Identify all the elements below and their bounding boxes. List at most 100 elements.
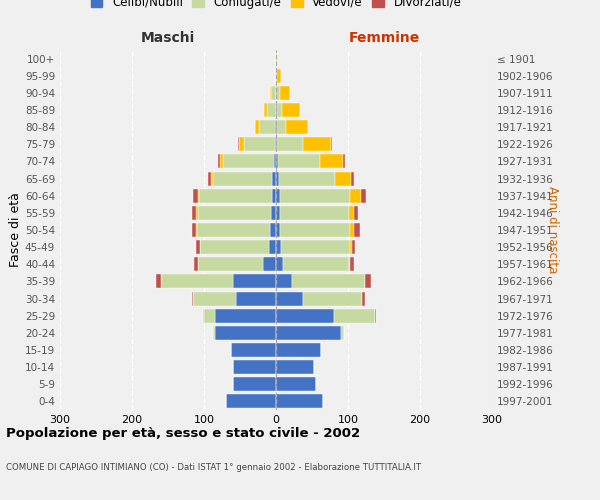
Bar <box>200 240 269 254</box>
Text: Maschi: Maschi <box>141 31 195 45</box>
Bar <box>197 206 271 220</box>
Bar <box>233 274 276 288</box>
Bar <box>211 172 214 185</box>
Bar <box>193 223 196 237</box>
Bar <box>343 154 345 168</box>
Bar <box>259 120 275 134</box>
Bar <box>276 103 277 117</box>
Bar <box>280 223 350 237</box>
Y-axis label: Anni di nascita: Anni di nascita <box>546 186 559 274</box>
Bar <box>276 308 334 322</box>
Legend: Celibi/Nubili, Coniugati/e, Vedovi/e, Divorziati/e: Celibi/Nubili, Coniugati/e, Vedovi/e, Di… <box>86 0 466 14</box>
Bar <box>233 360 276 374</box>
Bar <box>268 103 276 117</box>
Bar <box>203 308 204 322</box>
Bar <box>276 154 278 168</box>
Bar <box>156 274 161 288</box>
Bar <box>280 206 349 220</box>
Bar <box>208 172 211 185</box>
Bar <box>361 188 366 202</box>
Bar <box>350 258 354 272</box>
Bar <box>276 360 314 374</box>
Bar <box>236 292 276 306</box>
Bar <box>279 172 335 185</box>
Bar <box>350 240 352 254</box>
Bar <box>269 86 271 100</box>
Bar <box>355 223 359 237</box>
Bar <box>277 138 302 151</box>
Bar <box>276 172 279 185</box>
Bar <box>276 86 280 100</box>
Bar <box>302 138 331 151</box>
Bar <box>276 258 283 272</box>
Bar <box>223 154 274 168</box>
Text: Femmine: Femmine <box>349 31 419 45</box>
Bar <box>304 292 362 306</box>
Bar <box>244 138 275 151</box>
Bar <box>272 188 276 202</box>
Bar <box>193 206 196 220</box>
Bar <box>276 138 277 151</box>
Bar <box>215 326 276 340</box>
Bar <box>276 394 323 408</box>
Text: COMUNE DI CAPIAGO INTIMIANO (CO) - Dati ISTAT 1° gennaio 2002 - Elaborazione TUT: COMUNE DI CAPIAGO INTIMIANO (CO) - Dati … <box>6 462 421 471</box>
Bar <box>239 138 244 151</box>
Bar <box>334 308 376 322</box>
Bar <box>283 103 301 117</box>
Bar <box>276 206 280 220</box>
Bar <box>349 206 354 220</box>
Bar <box>276 120 277 134</box>
Bar <box>335 172 351 185</box>
Bar <box>198 258 263 272</box>
Bar <box>354 206 358 220</box>
Bar <box>271 206 276 220</box>
Bar <box>196 206 197 220</box>
Bar <box>286 120 308 134</box>
Bar <box>275 138 276 151</box>
Bar <box>269 240 276 254</box>
Bar <box>349 258 350 272</box>
Bar <box>276 188 280 202</box>
Bar <box>350 223 355 237</box>
Bar <box>215 308 276 322</box>
Bar <box>192 292 193 306</box>
Bar <box>277 103 283 117</box>
Bar <box>283 258 349 272</box>
Bar <box>276 326 341 340</box>
Bar <box>218 154 220 168</box>
Bar <box>365 274 371 288</box>
Bar <box>274 154 276 168</box>
Bar <box>275 120 276 134</box>
Bar <box>197 223 270 237</box>
Text: Popolazione per età, sesso e stato civile - 2002: Popolazione per età, sesso e stato civil… <box>6 428 360 440</box>
Bar <box>270 223 276 237</box>
Bar <box>352 240 355 254</box>
Bar <box>196 223 197 237</box>
Bar <box>276 223 280 237</box>
Bar <box>350 188 361 202</box>
Y-axis label: Fasce di età: Fasce di età <box>9 192 22 268</box>
Bar <box>277 120 286 134</box>
Bar <box>272 172 276 185</box>
Bar <box>193 188 197 202</box>
Bar <box>280 188 350 202</box>
Bar <box>280 86 290 100</box>
Bar <box>276 378 316 392</box>
Bar <box>331 138 332 151</box>
Bar <box>220 154 223 168</box>
Bar <box>204 308 215 322</box>
Bar <box>271 86 276 100</box>
Bar <box>233 378 276 392</box>
Bar <box>196 240 200 254</box>
Bar <box>276 68 277 82</box>
Bar <box>238 138 239 151</box>
Bar <box>275 68 276 82</box>
Bar <box>197 188 199 202</box>
Bar <box>276 52 277 66</box>
Bar <box>265 103 268 117</box>
Bar <box>193 292 236 306</box>
Bar <box>276 240 281 254</box>
Bar <box>281 240 350 254</box>
Bar <box>277 68 281 82</box>
Bar <box>278 154 320 168</box>
